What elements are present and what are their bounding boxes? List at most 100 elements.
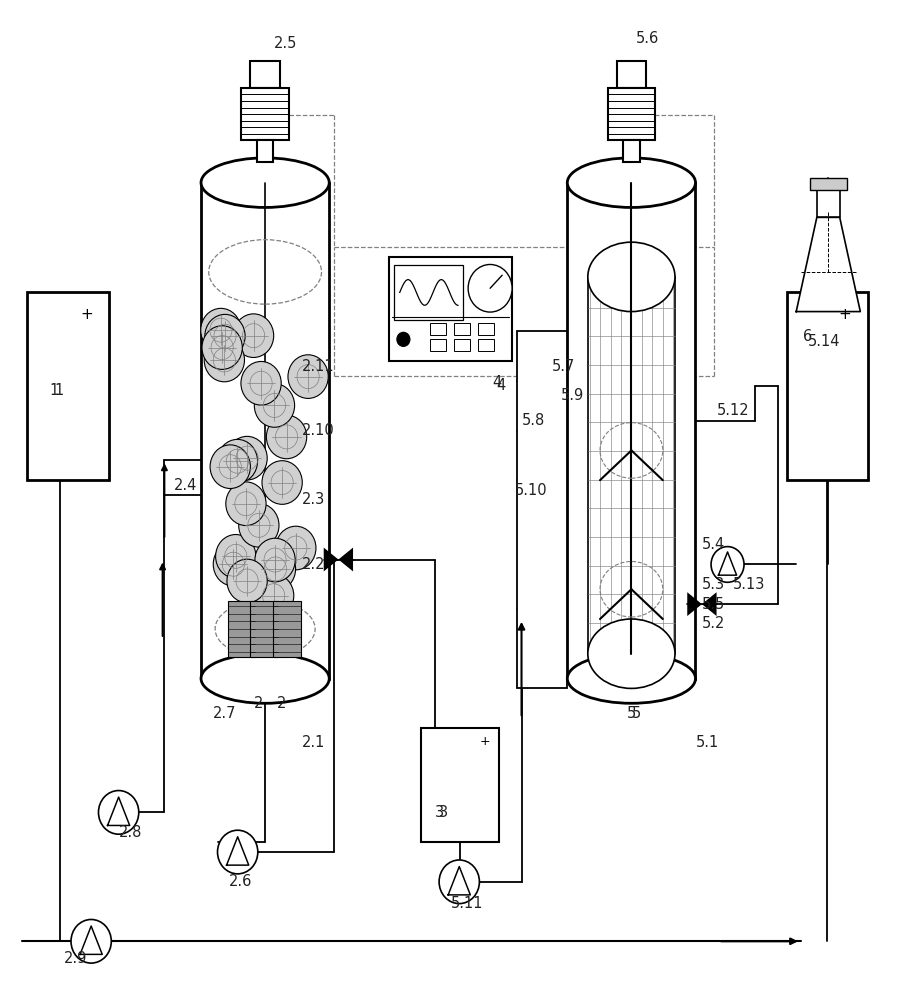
Ellipse shape	[588, 242, 675, 312]
Text: 5.3: 5.3	[702, 577, 725, 592]
Text: 6: 6	[804, 329, 813, 344]
Bar	[454, 339, 470, 351]
Text: 5.5: 5.5	[702, 597, 725, 612]
Bar	[787, 292, 868, 480]
Circle shape	[217, 830, 258, 874]
Bar	[623, 140, 639, 162]
Circle shape	[254, 384, 295, 427]
Circle shape	[439, 860, 480, 904]
Circle shape	[215, 535, 256, 578]
Bar	[608, 88, 655, 140]
Bar	[250, 601, 278, 657]
Text: 2.8: 2.8	[118, 825, 142, 840]
Ellipse shape	[201, 158, 329, 207]
Bar	[817, 190, 840, 217]
Text: 5.4: 5.4	[702, 537, 725, 552]
Bar	[227, 601, 255, 657]
Circle shape	[468, 264, 512, 312]
Bar	[454, 323, 470, 335]
Text: 4: 4	[492, 375, 502, 390]
Polygon shape	[719, 552, 736, 575]
Text: 5: 5	[626, 706, 636, 721]
Text: 5.12: 5.12	[716, 403, 749, 418]
Text: 4: 4	[497, 378, 506, 393]
Circle shape	[210, 445, 250, 488]
Bar	[567, 183, 696, 679]
Text: +: +	[839, 307, 851, 322]
Circle shape	[205, 314, 245, 358]
Polygon shape	[323, 548, 338, 571]
Text: 2.10: 2.10	[302, 423, 334, 438]
Circle shape	[711, 547, 744, 582]
Circle shape	[255, 538, 295, 582]
Circle shape	[217, 439, 258, 483]
Circle shape	[266, 415, 307, 459]
Text: 1: 1	[55, 383, 64, 398]
Circle shape	[397, 332, 410, 346]
Polygon shape	[687, 592, 702, 616]
Bar	[616, 61, 646, 88]
Text: 5.1: 5.1	[696, 735, 719, 750]
Text: 5.8: 5.8	[521, 413, 545, 428]
Circle shape	[99, 791, 139, 834]
Text: 3: 3	[439, 805, 448, 820]
Text: 2: 2	[254, 696, 263, 711]
Circle shape	[227, 436, 267, 480]
Text: 2.3: 2.3	[302, 492, 325, 508]
Text: 5.10: 5.10	[515, 483, 548, 498]
Ellipse shape	[567, 654, 696, 703]
Text: 2.9: 2.9	[64, 951, 87, 966]
Bar	[420, 728, 499, 842]
Circle shape	[234, 314, 274, 357]
Text: 2.1: 2.1	[302, 735, 325, 750]
Text: 3: 3	[434, 805, 444, 820]
Text: 5.6: 5.6	[636, 31, 659, 46]
Text: 5.7: 5.7	[552, 359, 575, 374]
Bar	[201, 183, 329, 679]
Circle shape	[288, 355, 328, 398]
Text: 5.14: 5.14	[808, 334, 841, 349]
Circle shape	[227, 559, 267, 603]
Text: 2: 2	[277, 696, 286, 711]
Circle shape	[202, 326, 242, 369]
Text: 2.11: 2.11	[302, 359, 334, 374]
Circle shape	[213, 542, 253, 586]
Text: 5: 5	[631, 706, 640, 721]
Bar	[478, 339, 494, 351]
Bar	[257, 140, 274, 162]
Bar	[588, 277, 675, 654]
Circle shape	[225, 482, 266, 526]
Ellipse shape	[567, 158, 696, 207]
Text: 2.7: 2.7	[213, 706, 237, 721]
Bar	[517, 331, 567, 688]
Circle shape	[262, 461, 302, 504]
Bar	[810, 178, 846, 190]
Text: 5.11: 5.11	[451, 896, 483, 911]
Bar	[478, 323, 494, 335]
Text: 2.5: 2.5	[274, 36, 298, 51]
Circle shape	[201, 308, 241, 352]
Polygon shape	[80, 926, 103, 954]
Circle shape	[241, 361, 281, 405]
Bar	[430, 323, 446, 335]
Circle shape	[253, 574, 294, 618]
Polygon shape	[338, 548, 353, 571]
Polygon shape	[702, 592, 716, 616]
Bar	[389, 257, 513, 361]
Circle shape	[238, 504, 279, 547]
Circle shape	[204, 338, 245, 382]
Text: 5.2: 5.2	[702, 616, 725, 631]
Polygon shape	[226, 837, 249, 865]
Polygon shape	[107, 797, 129, 825]
Bar	[274, 601, 301, 657]
Text: 5.9: 5.9	[561, 388, 584, 403]
Bar	[250, 61, 280, 88]
Circle shape	[275, 526, 316, 570]
Bar	[430, 339, 446, 351]
Bar	[27, 292, 109, 480]
Text: 2.6: 2.6	[228, 874, 252, 889]
Text: +: +	[480, 735, 490, 748]
Circle shape	[255, 547, 296, 591]
Polygon shape	[796, 217, 860, 312]
Text: 2.2: 2.2	[302, 557, 325, 572]
